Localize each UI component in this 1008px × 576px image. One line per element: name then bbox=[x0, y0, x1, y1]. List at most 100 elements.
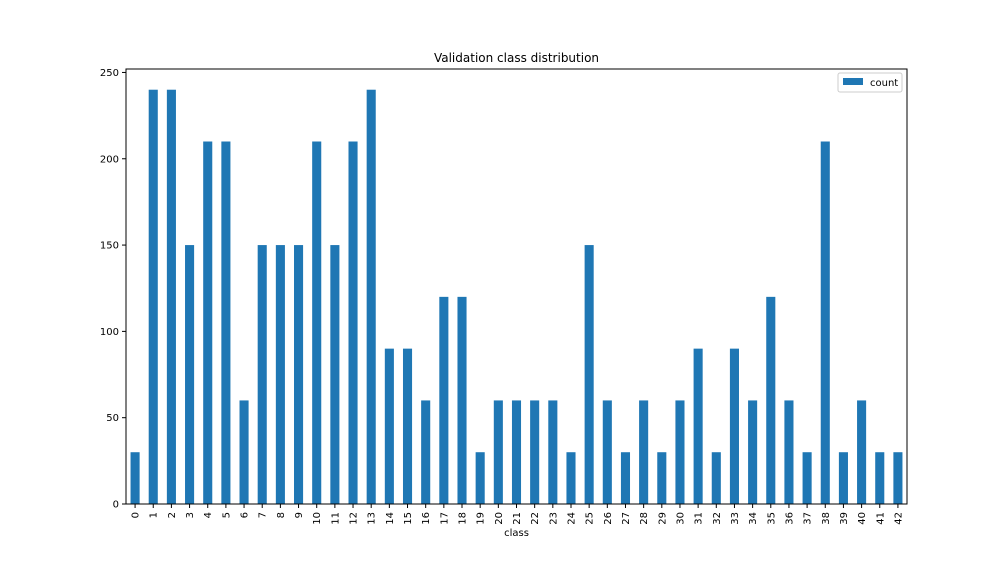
x-tick-label: 36 bbox=[784, 512, 795, 525]
bar-class-20 bbox=[493, 400, 503, 504]
x-tick-label: 33 bbox=[730, 512, 741, 525]
bar-class-25 bbox=[584, 245, 594, 505]
x-tick-label: 4 bbox=[203, 512, 214, 518]
x-tick-label: 12 bbox=[349, 512, 360, 525]
bar-class-38 bbox=[820, 141, 830, 504]
x-tick-label: 29 bbox=[657, 512, 668, 525]
bar-class-37 bbox=[802, 452, 812, 504]
bar-class-1 bbox=[148, 89, 158, 504]
bar-class-42 bbox=[893, 452, 903, 504]
bar-class-41 bbox=[875, 452, 885, 504]
x-tick-label: 27 bbox=[621, 512, 632, 525]
x-tick-label: 28 bbox=[639, 512, 650, 525]
bar-class-19 bbox=[475, 452, 485, 504]
bar-class-12 bbox=[348, 141, 358, 504]
legend: count bbox=[837, 72, 903, 93]
chart-title: Validation class distribution bbox=[434, 51, 599, 65]
bar-class-17 bbox=[439, 296, 449, 504]
bar-class-26 bbox=[602, 400, 612, 504]
bar-class-9 bbox=[294, 245, 304, 505]
bar-class-39 bbox=[838, 452, 848, 504]
bar-class-10 bbox=[312, 141, 322, 504]
bar-class-11 bbox=[330, 245, 340, 505]
y-tick-label: 0 bbox=[113, 500, 119, 511]
x-tick-label: 26 bbox=[603, 512, 614, 525]
x-tick-label: 25 bbox=[585, 512, 596, 525]
bar-class-31 bbox=[693, 348, 703, 504]
y-tick-label: 150 bbox=[100, 241, 119, 252]
x-tick-label: 10 bbox=[312, 512, 323, 525]
x-axis: 0 1 2 3 4 5 6 7 8 9 10 11 12 13 14 15 16 17 18 19 20 21 22 23 24… bbox=[131, 504, 904, 525]
x-tick-label: 18 bbox=[458, 512, 469, 525]
bar-class-3 bbox=[185, 245, 195, 505]
x-tick-label: 40 bbox=[857, 512, 868, 525]
x-tick-label: 20 bbox=[494, 512, 505, 525]
x-tick-label: 2 bbox=[167, 512, 178, 518]
x-tick-label: 34 bbox=[748, 512, 759, 525]
bar-class-7 bbox=[257, 245, 267, 505]
x-tick-label: 35 bbox=[766, 512, 777, 525]
x-tick-label: 9 bbox=[294, 512, 305, 518]
x-tick-label: 17 bbox=[439, 512, 450, 525]
x-tick-label: 32 bbox=[712, 512, 723, 525]
x-tick-label: 16 bbox=[421, 512, 432, 525]
bar-class-8 bbox=[275, 245, 285, 505]
x-axis-label: class bbox=[504, 528, 529, 539]
x-tick-label: 19 bbox=[476, 512, 487, 525]
legend-swatch bbox=[843, 78, 863, 85]
x-tick-label: 5 bbox=[221, 512, 232, 518]
bar-class-15 bbox=[402, 348, 413, 504]
bar-class-5 bbox=[221, 141, 231, 504]
bar-class-0 bbox=[130, 452, 140, 504]
bar-class-35 bbox=[766, 296, 776, 504]
x-tick-label: 7 bbox=[258, 512, 269, 518]
y-axis: 0 50 100 150 200 250 bbox=[100, 68, 126, 511]
bar-class-4 bbox=[203, 141, 213, 504]
bar-class-30 bbox=[675, 400, 685, 504]
x-tick-label: 37 bbox=[803, 512, 814, 525]
bars-group bbox=[130, 89, 903, 505]
y-tick-label: 100 bbox=[100, 327, 119, 338]
y-tick-label: 250 bbox=[100, 68, 119, 79]
x-tick-label: 0 bbox=[131, 512, 142, 518]
x-tick-label: 6 bbox=[240, 512, 251, 518]
bar-class-14 bbox=[384, 348, 394, 504]
bar-class-28 bbox=[639, 400, 649, 504]
bar-class-32 bbox=[711, 452, 721, 504]
bar-class-16 bbox=[421, 400, 431, 504]
bar-class-6 bbox=[239, 400, 249, 504]
bar-class-13 bbox=[366, 89, 376, 504]
bar-class-40 bbox=[857, 400, 867, 504]
legend-label: count bbox=[870, 78, 898, 89]
x-tick-label: 42 bbox=[893, 512, 904, 525]
x-tick-label: 8 bbox=[276, 512, 287, 518]
x-tick-label: 23 bbox=[548, 512, 559, 525]
bar-class-21 bbox=[511, 400, 522, 504]
bar-class-23 bbox=[548, 400, 558, 504]
x-tick-label: 38 bbox=[821, 512, 832, 525]
y-tick-label: 200 bbox=[100, 154, 119, 165]
x-tick-label: 11 bbox=[330, 512, 341, 525]
legend-box bbox=[837, 72, 903, 93]
x-tick-label: 3 bbox=[185, 512, 196, 518]
bar-class-33 bbox=[729, 348, 739, 504]
bar-class-29 bbox=[657, 452, 667, 504]
bar-class-34 bbox=[748, 400, 758, 504]
x-tick-label: 14 bbox=[385, 512, 396, 525]
bar-class-24 bbox=[566, 452, 576, 504]
x-tick-label: 15 bbox=[403, 512, 414, 525]
bar-class-36 bbox=[784, 400, 794, 504]
bar-class-2 bbox=[166, 89, 176, 504]
x-tick-label: 31 bbox=[694, 512, 705, 525]
x-tick-label: 22 bbox=[530, 512, 541, 525]
x-tick-label: 30 bbox=[675, 512, 686, 525]
bar-class-27 bbox=[620, 452, 631, 504]
x-tick-label: 41 bbox=[875, 512, 886, 525]
x-tick-label: 13 bbox=[367, 512, 378, 525]
y-tick-label: 50 bbox=[106, 413, 119, 424]
x-tick-label: 21 bbox=[512, 512, 523, 525]
x-tick-label: 39 bbox=[839, 512, 850, 525]
bar-class-22 bbox=[530, 400, 540, 504]
x-tick-label: 24 bbox=[566, 512, 577, 525]
